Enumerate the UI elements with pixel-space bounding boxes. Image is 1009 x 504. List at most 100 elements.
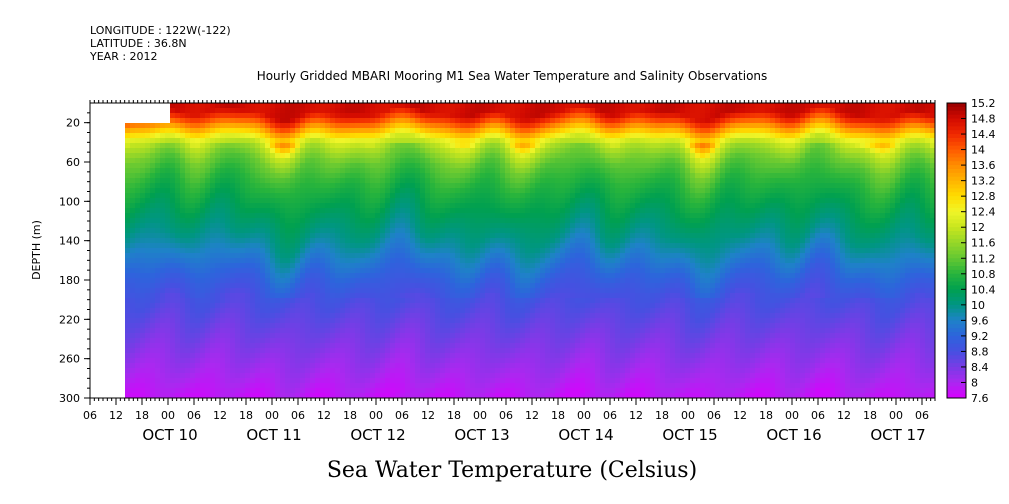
x-hour-label: 06 <box>187 409 201 422</box>
colorbar-band <box>947 262 966 267</box>
colorbar-band <box>947 347 966 352</box>
colorbar-band <box>947 359 966 364</box>
colorbar-band <box>947 223 966 228</box>
x-hour-label: 06 <box>811 409 825 422</box>
x-hour-label: 00 <box>369 409 383 422</box>
colorbar-band <box>947 157 966 162</box>
colorbar-band <box>947 207 966 213</box>
colorbar-label: 12.8 <box>971 190 996 203</box>
colorbar-label: 10.4 <box>971 283 996 296</box>
y-axis: 20 60 100 140 180 220 260 300 <box>59 112 90 405</box>
colorbar-band <box>947 300 966 306</box>
colorbar-band <box>947 281 966 286</box>
colorbar-band <box>947 118 966 123</box>
colorbar-band <box>947 196 966 201</box>
colorbar-band <box>947 343 966 349</box>
colorbar-band <box>947 363 966 368</box>
colorbar-band <box>947 254 966 259</box>
y-tick-label: 60 <box>66 156 80 169</box>
x-hour-label: 00 <box>785 409 799 422</box>
x-day-label: OCT 10 <box>142 426 197 444</box>
colorbar-band <box>947 332 966 337</box>
x-axis: 06 12 18 00 06 12 18 00 06 12 18 00 06 12 18 00 06 12 18 00… <box>83 100 936 444</box>
heatmap-field <box>125 103 935 398</box>
colorbar-label: 9.6 <box>971 314 989 327</box>
colorbar-band <box>947 238 966 244</box>
colorbar-band <box>947 211 966 217</box>
colorbar-band <box>947 215 966 220</box>
colorbar-label: 7.6 <box>971 392 989 405</box>
y-tick-label: 300 <box>59 392 80 405</box>
x-hour-label: 12 <box>525 409 539 422</box>
colorbar-band <box>947 335 966 341</box>
y-tick-label: 20 <box>66 117 80 130</box>
x-hour-label: 00 <box>889 409 903 422</box>
colorbar-band <box>947 312 966 317</box>
x-hour-label: 18 <box>447 409 461 422</box>
colorbar-band <box>947 266 966 271</box>
colorbar-label: 8.8 <box>971 345 989 358</box>
colorbar-band <box>947 161 966 166</box>
colorbar: 15.2 14.8 14.4 14 13.6 13.2 12.8 12.4 12 11.6 11.2… <box>946 97 996 405</box>
colorbar-band <box>947 149 966 154</box>
colorbar-label: 11.6 <box>971 237 996 250</box>
colorbar-band <box>947 320 966 325</box>
colorbar-band <box>947 246 966 251</box>
colorbar-label: 14 <box>971 144 985 157</box>
colorbar-label: 10 <box>971 299 985 312</box>
colorbar-band <box>947 234 966 240</box>
x-hour-label: 00 <box>577 409 591 422</box>
colorbar-label: 9.2 <box>971 330 989 343</box>
x-hour-label: 06 <box>83 409 97 422</box>
colorbar-band <box>947 374 966 380</box>
colorbar-label: 12 <box>971 221 985 234</box>
colorbar-label: 13.2 <box>971 175 996 188</box>
colorbar-band <box>947 103 966 108</box>
x-hour-label: 00 <box>473 409 487 422</box>
year-label: YEAR : 2012 <box>90 50 158 63</box>
colorbar-band <box>947 242 966 248</box>
x-hour-label: 18 <box>655 409 669 422</box>
y-tick-label: 100 <box>59 195 80 208</box>
x-day-label: OCT 13 <box>454 426 509 444</box>
y-tick-label: 180 <box>59 274 80 287</box>
colorbar-band <box>947 122 966 127</box>
colorbar-band <box>947 351 966 356</box>
colorbar-label: 13.6 <box>971 159 996 172</box>
colorbar-band <box>947 176 966 182</box>
colorbar-band <box>947 297 966 302</box>
colorbar-band <box>947 184 966 189</box>
colorbar-band <box>947 153 966 158</box>
x-day-label: OCT 14 <box>558 426 613 444</box>
x-hour-label: 06 <box>707 409 721 422</box>
x-hour-label: 00 <box>681 409 695 422</box>
colorbar-band <box>947 180 966 186</box>
x-day-label: OCT 17 <box>870 426 925 444</box>
x-hour-label: 06 <box>291 409 305 422</box>
colorbar-band <box>947 106 966 112</box>
x-hour-label: 18 <box>551 409 565 422</box>
colorbar-band <box>947 277 966 283</box>
colorbar-label: 15.2 <box>971 97 996 110</box>
x-day-label: OCT 16 <box>766 426 821 444</box>
colorbar-label: 14.8 <box>971 113 996 126</box>
latitude-label: LATITUDE : 36.8N <box>90 37 187 50</box>
colorbar-label: 14.4 <box>971 128 996 141</box>
x-hour-label: 18 <box>863 409 877 422</box>
x-hour-label: 00 <box>265 409 279 422</box>
colorbar-band <box>947 141 966 147</box>
x-hour-label: 06 <box>603 409 617 422</box>
x-hour-label: 18 <box>343 409 357 422</box>
colorbar-band <box>947 339 966 345</box>
colorbar-band <box>947 273 966 279</box>
colorbar-band <box>947 378 966 383</box>
x-hour-label: 18 <box>239 409 253 422</box>
colorbar-band <box>947 366 966 372</box>
colorbar-band <box>947 114 966 120</box>
x-hour-label: 12 <box>317 409 331 422</box>
colorbar-frame <box>946 102 967 399</box>
x-axis-title: Sea Water Temperature (Celsius) <box>327 458 697 483</box>
colorbar-band <box>947 370 966 376</box>
colorbar-label: 11.2 <box>971 252 996 265</box>
